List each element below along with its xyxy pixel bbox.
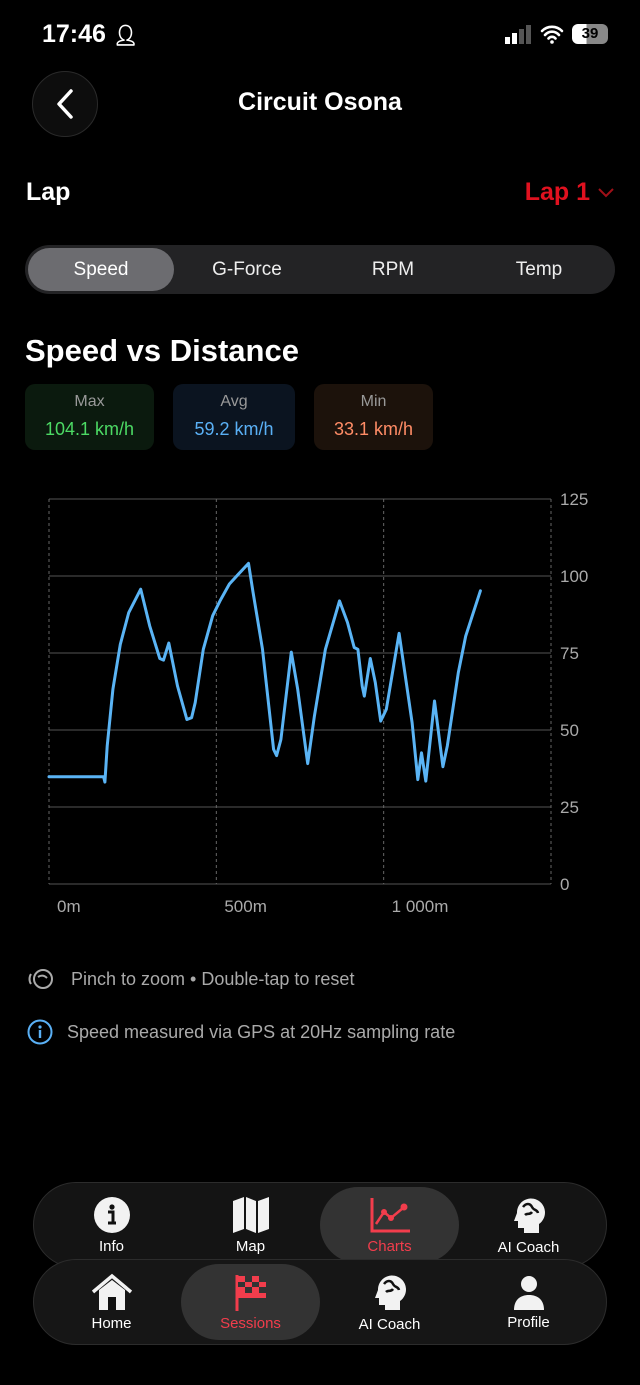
wifi-icon xyxy=(540,25,564,44)
info-icon xyxy=(93,1196,130,1233)
pinch-hint: Pinch to zoom • Double-tap to reset xyxy=(27,966,354,992)
brain-head-icon xyxy=(374,1275,406,1310)
stat-avg: Avg 59.2 km/h xyxy=(173,384,295,450)
nav-map[interactable]: Map xyxy=(181,1187,320,1263)
nav-home[interactable]: Home xyxy=(42,1264,181,1340)
map-icon xyxy=(232,1196,269,1233)
person-icon xyxy=(513,1275,544,1310)
status-time: 17:46 👤︎ xyxy=(42,20,139,48)
nav-profile[interactable]: Profile xyxy=(459,1264,598,1340)
x-tick-label: 1 000m xyxy=(392,897,449,916)
brain-head-icon xyxy=(513,1198,545,1233)
nav-ai-coach[interactable]: AI Coach xyxy=(320,1264,459,1340)
tab-rpm[interactable]: RPM xyxy=(371,258,415,280)
home-icon xyxy=(91,1273,132,1310)
page-title: Circuit Osona xyxy=(238,88,402,116)
nav-ai-coach-session[interactable]: AI Coach xyxy=(459,1187,598,1263)
metric-tabs: Speed G-Force RPM Temp xyxy=(25,245,615,294)
stat-max: Max 104.1 km/h xyxy=(25,384,154,450)
y-tick-label: 50 xyxy=(560,721,579,740)
y-tick-label: 0 xyxy=(560,875,569,894)
chevron-down-icon xyxy=(598,187,614,197)
speed-chart[interactable]: 0 25 50 75 100 125 0m 500m 1 000m xyxy=(0,480,640,920)
chart-icon xyxy=(370,1197,410,1232)
y-tick-label: 100 xyxy=(560,567,588,586)
info-icon xyxy=(27,1019,53,1045)
status-icons: 39 xyxy=(504,24,608,44)
y-tick-label: 75 xyxy=(560,644,579,663)
tab-temp[interactable]: Temp xyxy=(515,258,563,280)
back-button[interactable] xyxy=(32,71,98,137)
chevron-left-icon xyxy=(57,89,73,119)
checkered-flag-icon xyxy=(235,1274,266,1311)
tab-speed[interactable]: Speed xyxy=(28,248,174,291)
pinch-gesture-icon xyxy=(28,969,53,989)
stat-min: Min 33.1 km/h xyxy=(314,384,433,450)
x-tick-label: 0m xyxy=(57,897,81,916)
y-tick-label: 25 xyxy=(560,798,579,817)
x-tick-label: 500m xyxy=(224,897,267,916)
speed-line xyxy=(47,561,482,784)
lap-label: Lap xyxy=(26,178,71,206)
lap-dropdown[interactable]: Lap 1 xyxy=(525,178,614,207)
nav-charts[interactable]: Charts xyxy=(320,1187,459,1263)
session-nav: Info Map Charts AI Coach xyxy=(33,1182,607,1268)
battery-icon: 39 xyxy=(572,24,608,44)
gps-note: Speed measured via GPS at 20Hz sampling … xyxy=(27,1019,455,1045)
section-title: Speed vs Distance xyxy=(25,333,299,368)
person-icon: 👤︎ xyxy=(112,25,139,47)
signal-icon xyxy=(505,25,531,44)
y-tick-label: 125 xyxy=(560,490,588,509)
nav-sessions[interactable]: Sessions xyxy=(181,1264,320,1340)
tab-g-force[interactable]: G-Force xyxy=(212,258,282,280)
nav-info[interactable]: Info xyxy=(42,1187,181,1263)
main-tab-bar: Home Sessions AI Coach Profile xyxy=(33,1259,607,1345)
